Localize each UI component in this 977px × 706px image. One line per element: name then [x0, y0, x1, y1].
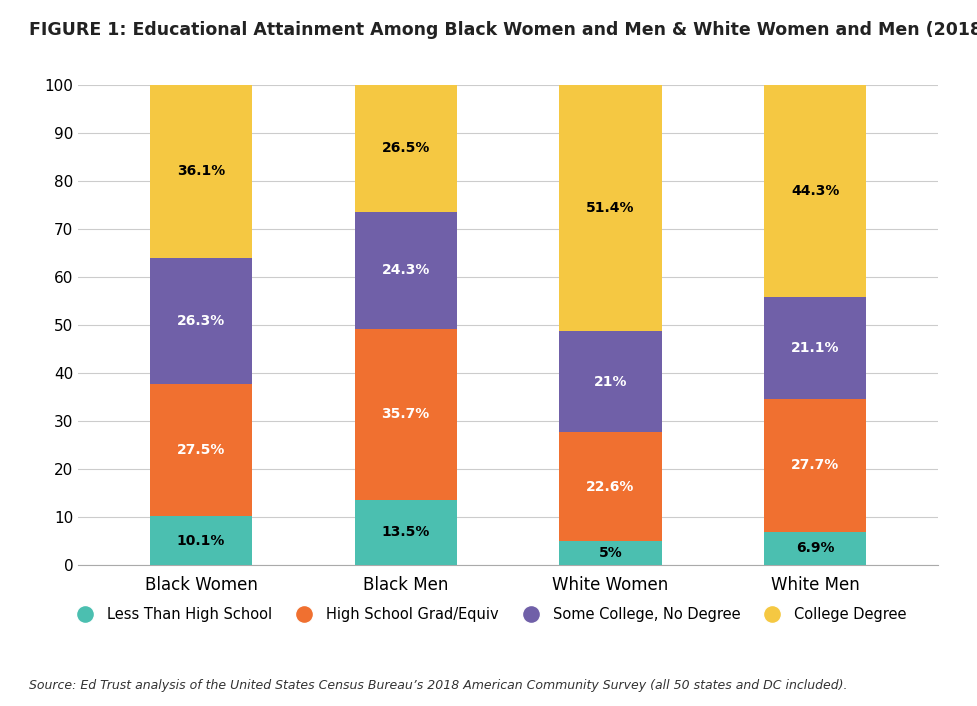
Text: 10.1%: 10.1% — [177, 534, 225, 548]
Bar — [355, 212, 457, 328]
Bar — [355, 500, 457, 565]
Text: 5%: 5% — [599, 546, 622, 560]
Bar — [559, 332, 661, 432]
Bar — [149, 85, 252, 258]
Bar — [355, 85, 457, 212]
Text: 24.3%: 24.3% — [381, 263, 430, 277]
Text: 26.3%: 26.3% — [177, 314, 225, 328]
Bar — [559, 432, 661, 541]
Bar — [764, 532, 867, 565]
Legend: Less Than High School, High School Grad/Equiv, Some College, No Degree, College : Less Than High School, High School Grad/… — [64, 602, 913, 628]
Bar — [764, 297, 867, 399]
Text: 51.4%: 51.4% — [586, 201, 635, 215]
Text: Source: Ed Trust analysis of the United States Census Bureau’s 2018 American Com: Source: Ed Trust analysis of the United … — [29, 679, 848, 692]
Text: 6.9%: 6.9% — [796, 542, 834, 555]
Text: 13.5%: 13.5% — [381, 525, 430, 539]
Bar — [355, 328, 457, 500]
Text: 22.6%: 22.6% — [586, 479, 635, 493]
Text: 21%: 21% — [594, 375, 627, 389]
Bar — [559, 541, 661, 565]
Text: 36.1%: 36.1% — [177, 164, 225, 179]
Text: 35.7%: 35.7% — [382, 407, 430, 421]
Bar — [764, 85, 867, 297]
Text: FIGURE 1: Educational Attainment Among Black Women and Men & White Women and Men: FIGURE 1: Educational Attainment Among B… — [29, 21, 977, 39]
Text: 44.3%: 44.3% — [791, 184, 839, 198]
Bar — [149, 258, 252, 384]
Text: 27.7%: 27.7% — [791, 458, 839, 472]
Bar — [559, 85, 661, 332]
Text: 21.1%: 21.1% — [790, 341, 839, 355]
Text: 27.5%: 27.5% — [177, 443, 225, 457]
Bar — [149, 516, 252, 565]
Bar — [764, 399, 867, 532]
Text: 26.5%: 26.5% — [381, 141, 430, 155]
Bar — [149, 384, 252, 516]
